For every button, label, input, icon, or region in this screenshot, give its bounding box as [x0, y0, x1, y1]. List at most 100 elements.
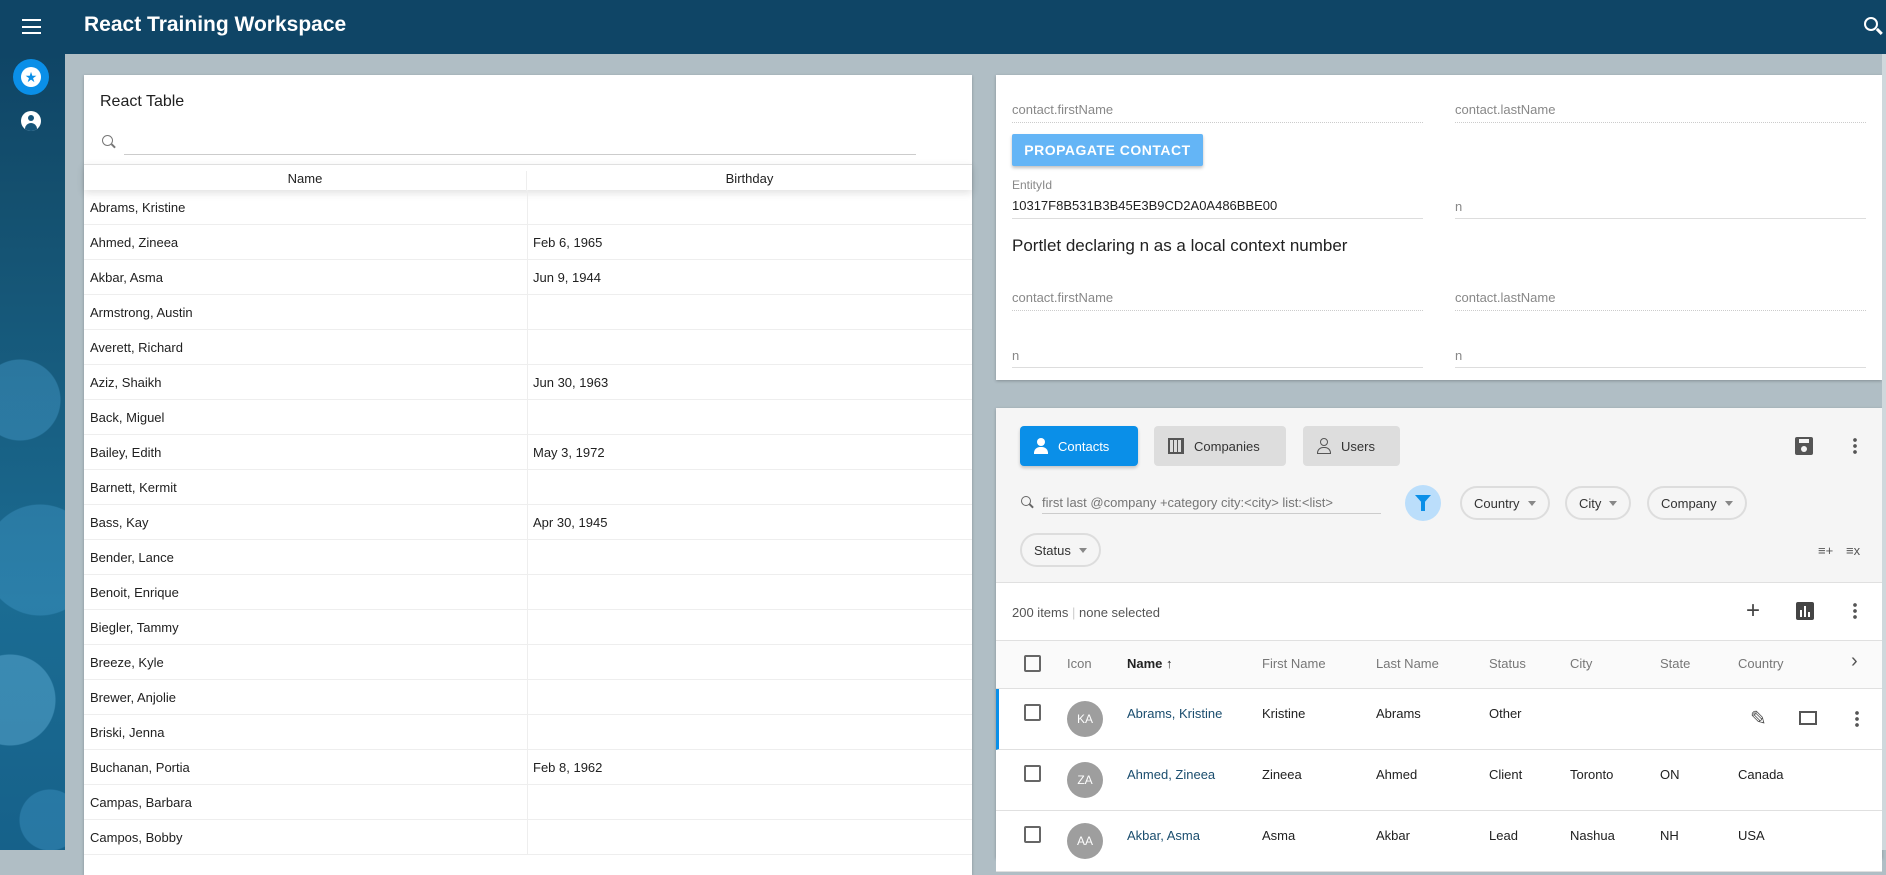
caret-down-icon [1527, 500, 1536, 506]
clear-filters-icon[interactable]: ≡x [1846, 543, 1861, 558]
column-header-country[interactable]: Country [1738, 656, 1784, 671]
react-table-card: React Table Name Birthday Abrams, Kristi… [84, 75, 972, 875]
table-row[interactable]: Buchanan, Portia Feb 8, 1962 [84, 750, 972, 785]
first-name-underline [1012, 122, 1423, 123]
table-row[interactable]: Biegler, Tammy [84, 610, 972, 645]
column-header-state[interactable]: State [1660, 656, 1691, 671]
table-row[interactable]: Barnett, Kermit [84, 470, 972, 505]
add-icon[interactable]: + [1746, 597, 1761, 624]
portlet-card: contact.firstName contact.lastName PROPA… [996, 75, 1882, 380]
tab-users[interactable]: Users [1303, 426, 1400, 466]
table-row[interactable]: Bass, Kay Apr 30, 1945 [84, 505, 972, 540]
last-name-underline [1455, 122, 1866, 123]
first-name-field-2[interactable]: contact.firstName [1012, 290, 1114, 305]
sidebar-item-favorites[interactable]: ★ [13, 59, 49, 95]
name-cell: Barnett, Kermit [90, 480, 177, 495]
table-row[interactable]: Aziz, Shaikh Jun 30, 1963 [84, 365, 972, 400]
add-filter-icon[interactable]: ≡+ [1818, 543, 1834, 558]
n-field-3[interactable]: n [1455, 348, 1463, 363]
status-filter[interactable]: Status [1020, 533, 1101, 567]
table-row[interactable]: Akbar, Asma Jun 9, 1944 [84, 260, 972, 295]
table-row[interactable]: Benoit, Enrique [84, 575, 972, 610]
search-icon [1021, 496, 1034, 509]
city-cell: Toronto [1570, 767, 1614, 782]
contact-row[interactable]: KA Abrams, Kristine Kristine Abrams Othe… [996, 689, 1882, 750]
n-field-2[interactable]: n [1012, 348, 1020, 363]
table-row[interactable]: Armstrong, Austin [84, 295, 972, 330]
row-checkbox[interactable] [1024, 826, 1041, 843]
n-field[interactable]: n [1455, 199, 1463, 214]
first-name-field[interactable]: contact.firstName [1012, 102, 1114, 117]
table-row[interactable]: Bender, Lance [84, 540, 972, 575]
contact-row[interactable]: ZA Ahmed, Zineea Zineea Ahmed Client Tor… [996, 750, 1882, 811]
row-checkbox[interactable] [1024, 765, 1041, 782]
name-cell: Akbar, Asma [90, 270, 163, 285]
column-header-birthday[interactable]: Birthday [725, 171, 774, 186]
scrollbar[interactable] [1882, 54, 1886, 850]
column-header-name[interactable]: Name [84, 171, 527, 191]
tab-companies[interactable]: Companies [1154, 426, 1286, 466]
birthday-cell: Feb 8, 1962 [533, 760, 603, 775]
save-icon[interactable] [1795, 437, 1813, 455]
company-filter[interactable]: Company [1647, 486, 1747, 520]
chip-label: Company [1661, 495, 1717, 511]
name-cell[interactable]: Ahmed, Zineea [1127, 767, 1216, 782]
name-cell: Aziz, Shaikh [90, 375, 162, 390]
contacts-search-input[interactable] [1042, 492, 1381, 514]
country-cell: Canada [1738, 767, 1784, 782]
table-row[interactable]: Ahmed, Zineea Feb 6, 1965 [84, 225, 972, 260]
chart-icon[interactable] [1796, 602, 1814, 620]
column-header-city[interactable]: City [1570, 656, 1593, 671]
table-row[interactable]: Brewer, Anjolie [84, 680, 972, 715]
table-row[interactable]: Back, Miguel [84, 400, 972, 435]
table-search-input[interactable] [124, 133, 916, 155]
column-header-last-name[interactable]: Last Name [1376, 656, 1439, 671]
list-options-icon[interactable] [1853, 602, 1857, 620]
column-header-name[interactable]: Name ↑ [1127, 656, 1173, 671]
table-row[interactable]: Briski, Jenna [84, 715, 972, 750]
name-cell: Abrams, Kristine [90, 200, 186, 215]
tab-contacts[interactable]: Contacts [1020, 426, 1138, 466]
name-cell[interactable]: Abrams, Kristine [1127, 706, 1223, 721]
table-row[interactable]: Breeze, Kyle [84, 645, 972, 680]
person-outline-icon [1317, 438, 1331, 454]
table-row[interactable]: Abrams, Kristine [84, 190, 972, 225]
filter-button[interactable] [1405, 485, 1441, 521]
contact-row[interactable]: AA Akbar, Asma Asma Akbar Lead Nashua NH… [996, 811, 1882, 872]
last-name-field-2[interactable]: contact.lastName [1455, 290, 1556, 305]
mail-icon[interactable] [1799, 711, 1817, 725]
edit-icon[interactable]: ✎ [1750, 708, 1767, 730]
propagate-contact-button[interactable]: PROPAGATE CONTACT [1012, 134, 1203, 166]
column-header-first-name[interactable]: First Name [1262, 656, 1326, 671]
row-checkbox[interactable] [1024, 704, 1041, 721]
star-icon: ★ [21, 67, 41, 87]
row-options-icon[interactable] [1855, 710, 1859, 728]
name-cell: Armstrong, Austin [90, 305, 193, 320]
select-all-checkbox[interactable] [1024, 655, 1041, 672]
tab-label: Contacts [1058, 438, 1110, 454]
table-row[interactable]: Campas, Barbara [84, 785, 972, 820]
search-icon [102, 135, 116, 149]
name-header-label: Name [1127, 656, 1163, 671]
country-filter[interactable]: Country [1460, 486, 1550, 520]
name-cell: Bender, Lance [90, 550, 174, 565]
state-cell: NH [1660, 828, 1679, 843]
entity-id-value[interactable]: 10317F8B531B3B45E3B9CD2A0A486BBE00 [1012, 198, 1278, 213]
n-underline-2 [1012, 367, 1423, 368]
more-options-icon[interactable] [1853, 437, 1857, 455]
avatar: AA [1067, 823, 1103, 859]
table-row[interactable]: Bailey, Edith May 3, 1972 [84, 435, 972, 470]
hamburger-icon[interactable] [22, 19, 41, 34]
city-filter[interactable]: City [1565, 486, 1632, 520]
column-header-status[interactable]: Status [1489, 656, 1526, 671]
search-icon[interactable] [1864, 17, 1883, 35]
last-name-underline-2 [1455, 310, 1866, 311]
chevron-right-icon[interactable]: › [1851, 650, 1858, 672]
chip-label: Country [1474, 495, 1520, 511]
last-name-field[interactable]: contact.lastName [1455, 102, 1556, 117]
country-cell: USA [1738, 828, 1765, 843]
sidebar-item-account[interactable] [21, 111, 41, 131]
table-row[interactable]: Averett, Richard [84, 330, 972, 365]
avatar: KA [1067, 701, 1103, 737]
name-cell[interactable]: Akbar, Asma [1127, 828, 1200, 843]
